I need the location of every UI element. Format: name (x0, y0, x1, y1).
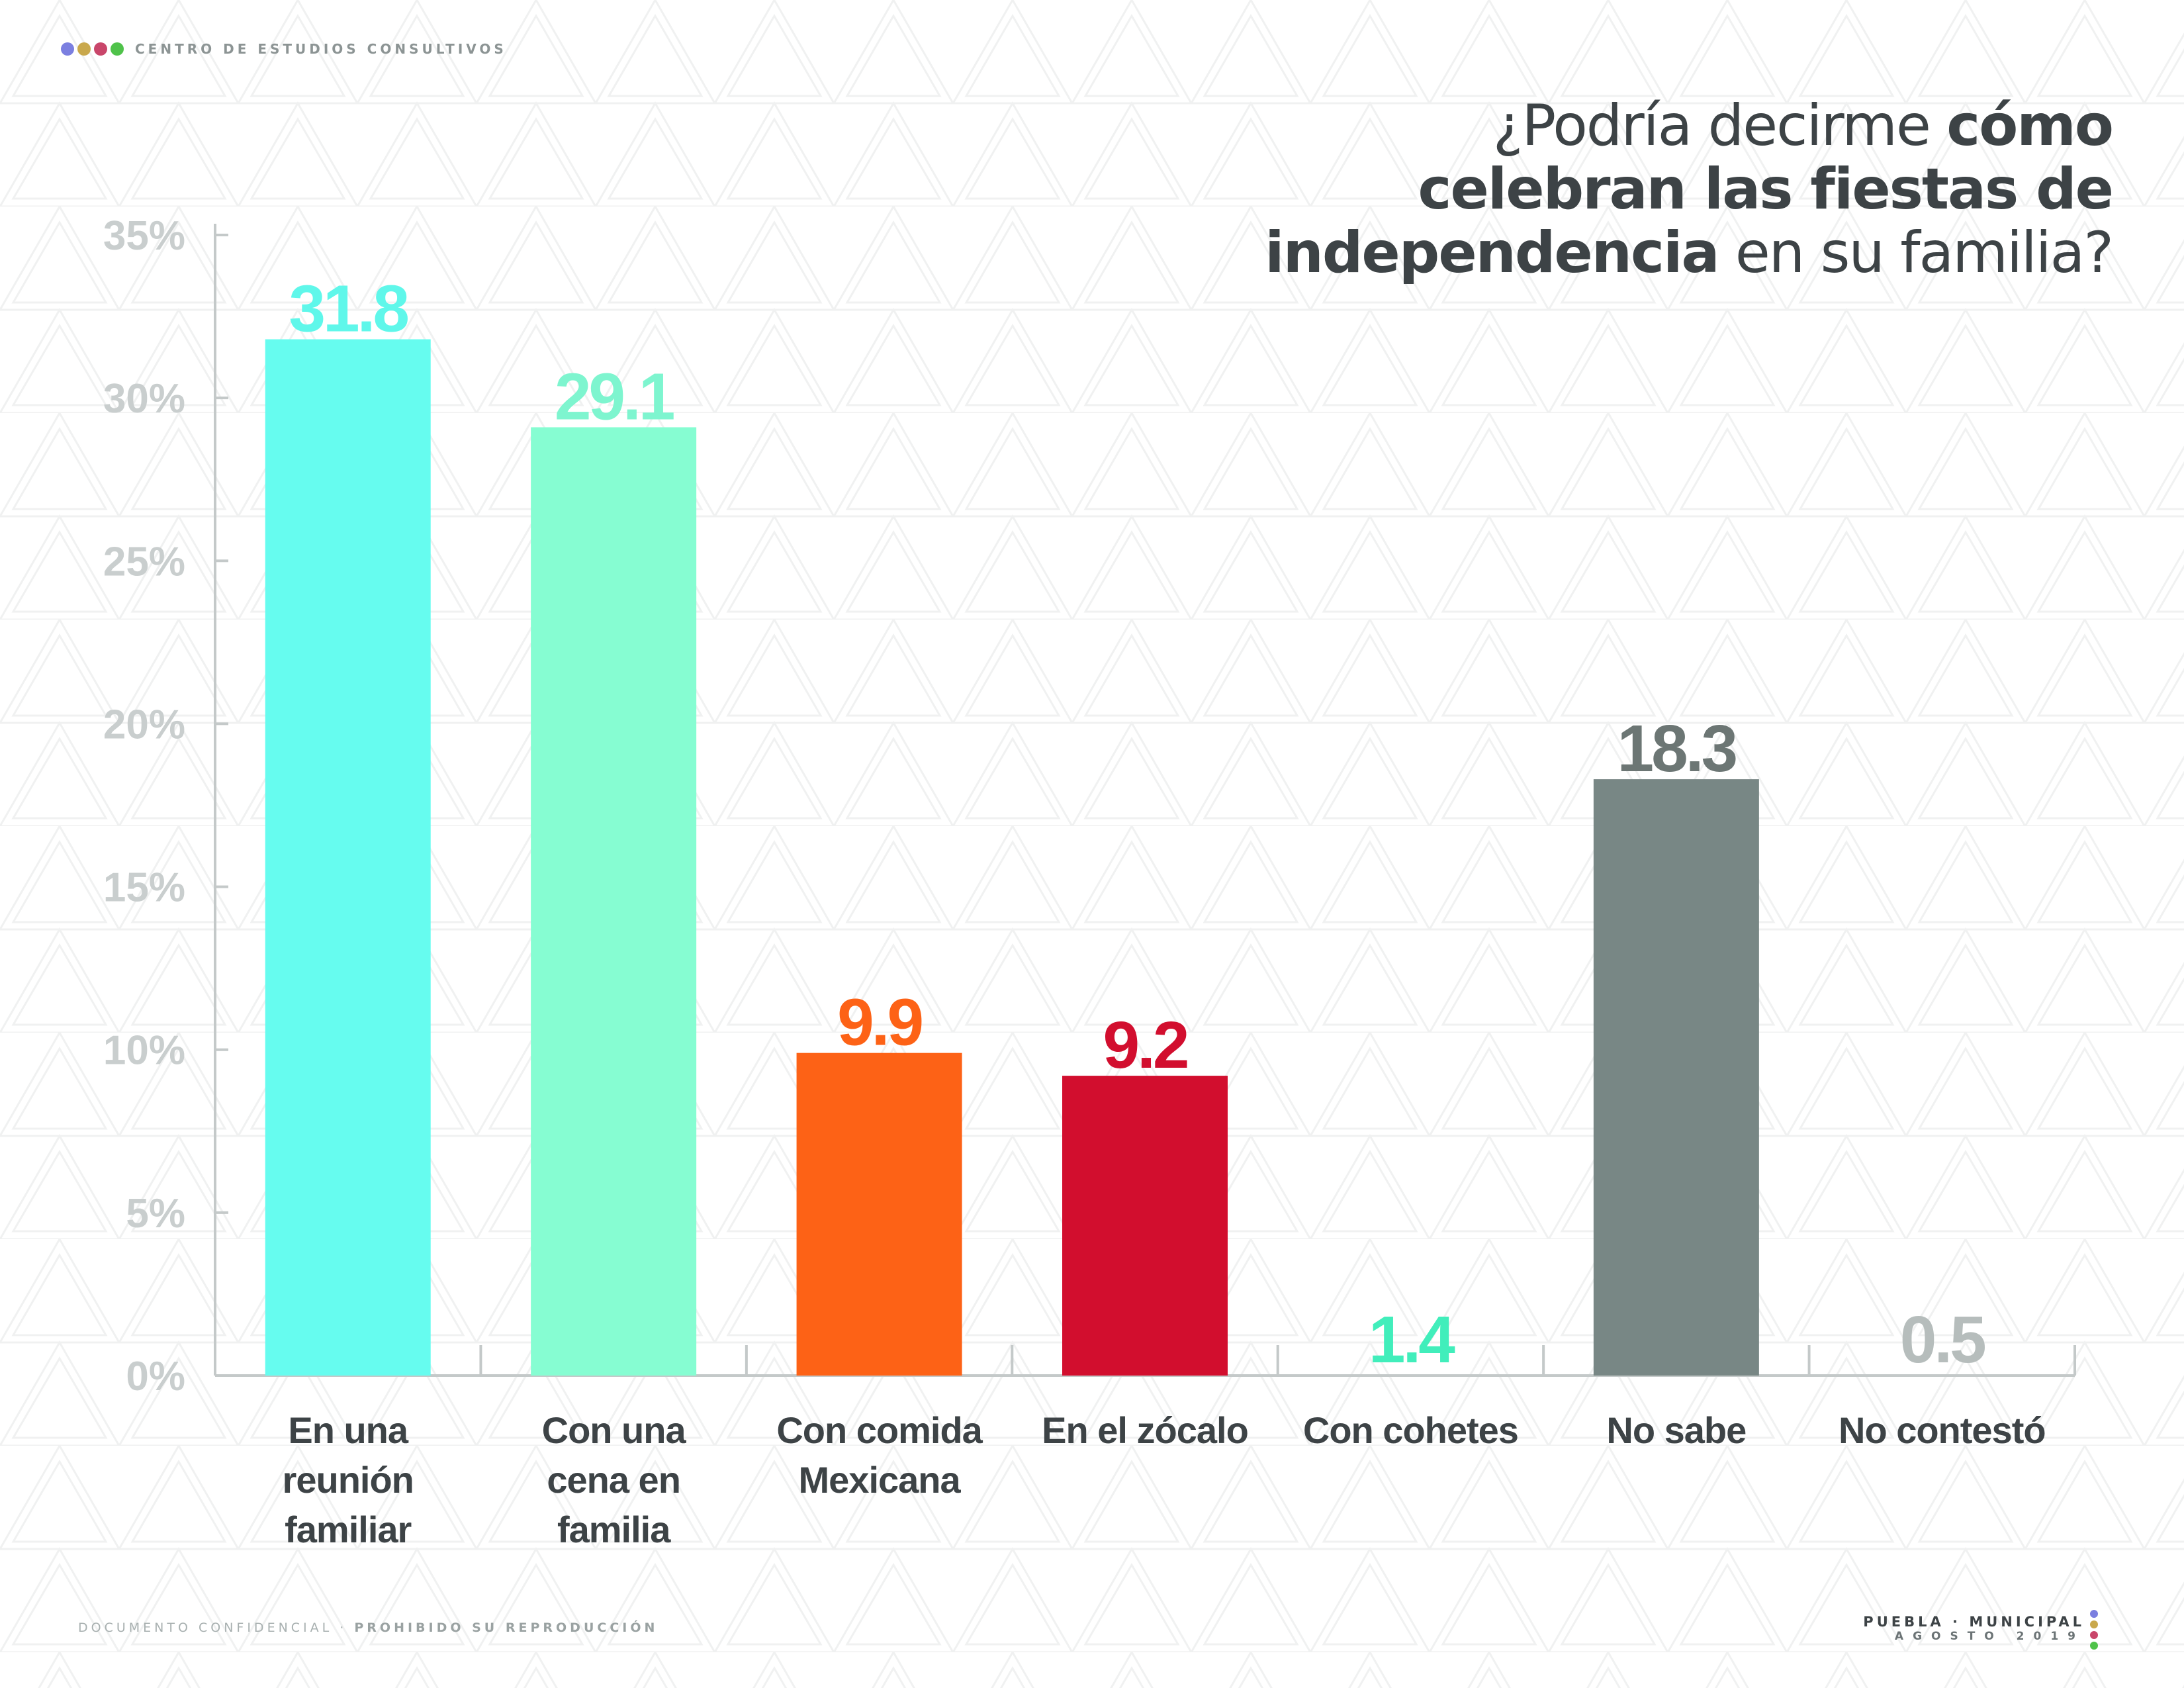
footer-dot-icon (2090, 1620, 2098, 1628)
org-name: CENTRO DE ESTUDIOS CONSULTIVOS (135, 41, 507, 57)
bar (796, 1053, 962, 1376)
y-tick-label: 25% (103, 539, 185, 585)
header: CENTRO DE ESTUDIOS CONSULTIVOS (61, 36, 507, 62)
data-label: 29.1 (555, 359, 674, 434)
bar (265, 339, 431, 1376)
bar (1593, 779, 1759, 1376)
category-label: No sabe (1606, 1409, 1746, 1451)
y-tick-label: 5% (126, 1191, 185, 1237)
data-label: 31.8 (289, 272, 408, 346)
title-line3-regular: en su familia? (1718, 220, 2114, 286)
category-label: Con cohetes (1303, 1409, 1518, 1451)
category-label: Con comida (776, 1409, 983, 1451)
y-tick-label: 30% (103, 376, 185, 422)
brand-dot-icon (94, 42, 107, 56)
y-tick-label: 15% (103, 865, 185, 911)
chart-title: ¿Podría decirme cómo celebran las fiesta… (1120, 93, 2114, 286)
footer-disclaimer-regular: DOCUMENTO CONFIDENCIAL · (78, 1620, 355, 1635)
y-tick-label: 35% (103, 213, 185, 259)
brand-dot-icon (111, 42, 124, 56)
category-label: familia (557, 1509, 671, 1550)
brand-dot-icon (77, 42, 91, 56)
footer-dots (2090, 1610, 2099, 1652)
footer-dot-icon (2090, 1631, 2098, 1639)
footer-dot-icon (2090, 1610, 2098, 1618)
bar (531, 427, 697, 1376)
data-label: 9.2 (1103, 1008, 1187, 1082)
category-label: familiar (285, 1509, 411, 1550)
data-label: 1.4 (1369, 1303, 1455, 1377)
footer-date: AGOSTO 2019 (1894, 1630, 2085, 1643)
footer-place: PUEBLA · MUNICIPAL (1863, 1614, 2085, 1630)
y-tick-label: 20% (103, 702, 185, 747)
data-label: 9.9 (837, 986, 921, 1060)
category-label: En una (288, 1409, 409, 1451)
brand-dot-icon (61, 42, 74, 56)
category-label: cena en (547, 1459, 680, 1501)
footer-dot-icon (2090, 1642, 2098, 1650)
y-tick-label: 10% (103, 1028, 185, 1074)
category-label: Con una (542, 1409, 687, 1451)
bar (1062, 1076, 1228, 1376)
title-line1-regular: ¿Podría decirme (1492, 93, 1947, 159)
category-label: Mexicana (799, 1459, 962, 1501)
y-tick-label: 0% (126, 1354, 185, 1399)
category-label: No contestó (1839, 1409, 2046, 1451)
category-label: En el zócalo (1042, 1409, 1248, 1451)
category-label: reunión (283, 1459, 414, 1501)
data-label: 0.5 (1900, 1303, 1985, 1377)
data-label: 18.3 (1617, 712, 1736, 786)
footer-disclaimer: DOCUMENTO CONFIDENCIAL · PROHIBIDO SU RE… (78, 1620, 658, 1635)
footer-disclaimer-bold: PROHIBIDO SU REPRODUCCIÓN (354, 1620, 659, 1635)
title-line2-bold: celebran las fiestas de (1418, 156, 2114, 222)
footer-edition: PUEBLA · MUNICIPAL AGOSTO 2019 (1863, 1614, 2085, 1643)
title-line3-bold: independencia (1265, 220, 1719, 286)
title-line1-bold: cómo (1946, 93, 2114, 159)
